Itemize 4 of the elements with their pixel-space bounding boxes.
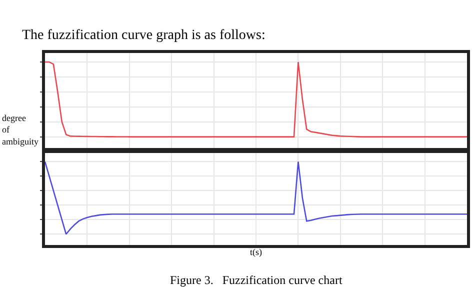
caption: Figure 3. Fuzzification curve chart	[170, 273, 343, 287]
x-axis-title: t(s)	[250, 246, 262, 257]
chart-title: The fuzzification curve graph is as follows:	[22, 28, 266, 43]
y-axis-title: degree of ambiguity	[2, 113, 39, 146]
